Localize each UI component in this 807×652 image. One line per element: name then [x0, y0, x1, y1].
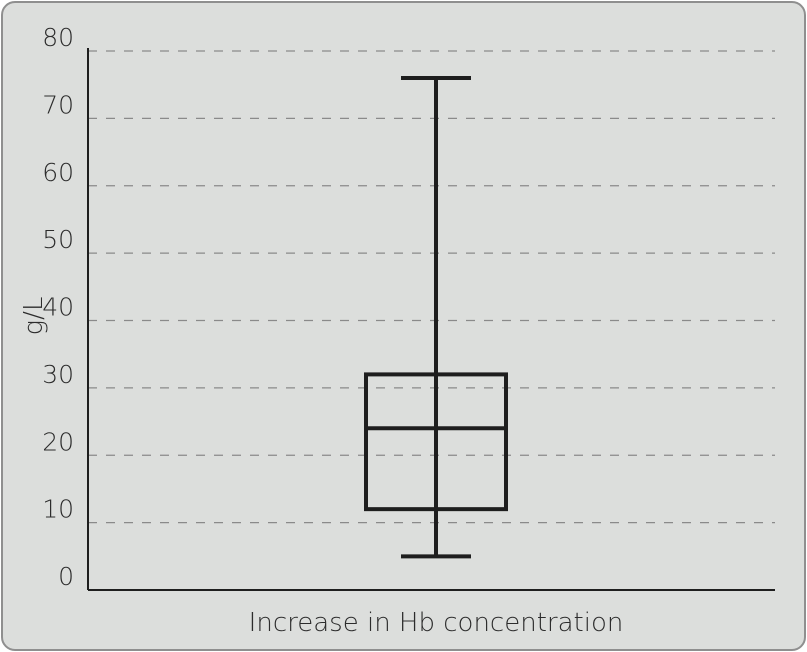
y-tick-label-60: 60: [42, 158, 74, 187]
grid-lines: [88, 50, 775, 524]
y-tick-label-20: 20: [42, 427, 74, 456]
y-tick-label-30: 30: [42, 360, 74, 389]
y-tick-label-0: 0: [58, 562, 74, 591]
y-tick-label-10: 10: [42, 495, 74, 524]
box-plot: [364, 75, 508, 559]
y-tick-label-70: 70: [42, 90, 74, 119]
y-axis-label: g/L: [19, 297, 49, 336]
y-tick-label-50: 50: [42, 225, 74, 254]
y-tick-label-40: 40: [42, 293, 74, 322]
y-tick-labels: 0 10 20 30 40 50 60 70 80: [42, 23, 74, 591]
y-tick-label-80: 80: [42, 23, 74, 52]
x-axis-label: Increase in Hb concentration: [249, 608, 624, 638]
interquartile-box: [364, 372, 508, 512]
